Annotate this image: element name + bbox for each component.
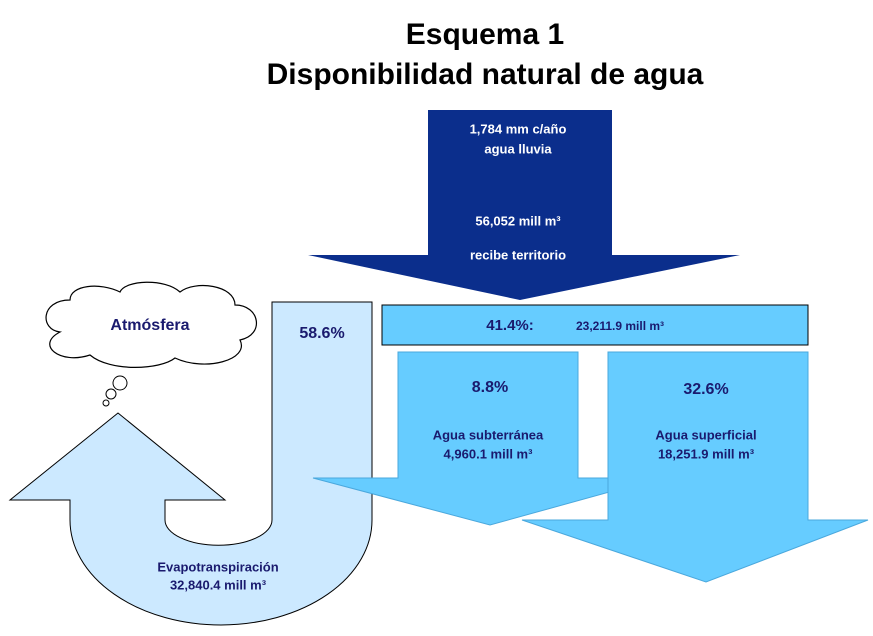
rain-arrow <box>308 110 740 300</box>
cloud-bubble <box>113 376 127 390</box>
cloud-bubble <box>106 389 116 399</box>
rain-label: agua lluvia <box>484 141 552 156</box>
rain-label: recibe territorio <box>470 247 566 262</box>
title: Esquema 1 <box>406 18 564 51</box>
rain-label: 1,784 mm c/año <box>470 121 567 136</box>
groundwater-percent: 8.8% <box>472 379 508 396</box>
surface-label: Agua superficial <box>655 427 756 442</box>
evapo-label: Evapotranspiración <box>157 559 278 574</box>
bar-value: 23,211.9 mill m³ <box>576 319 664 333</box>
cloud-label: Atmósfera <box>110 317 189 334</box>
bar-percent: 41.4%: <box>486 317 534 334</box>
surface-percent: 32.6% <box>683 381 728 398</box>
percent-label: 58.6% <box>299 325 344 342</box>
rain-label: 56,052 mill m³ <box>475 213 561 228</box>
subtitle: Disponibilidad natural de agua <box>267 58 704 91</box>
cloud-bubble <box>103 400 109 406</box>
surface-value: 18,251.9 mill m³ <box>658 446 755 461</box>
evapo-label: 32,840.4 mill m³ <box>170 577 267 592</box>
groundwater-label: Agua subterránea <box>433 427 544 442</box>
groundwater-value: 4,960.1 mill m³ <box>444 446 534 461</box>
diagram: Esquema 1 Disponibilidad natural de agua… <box>0 0 873 636</box>
